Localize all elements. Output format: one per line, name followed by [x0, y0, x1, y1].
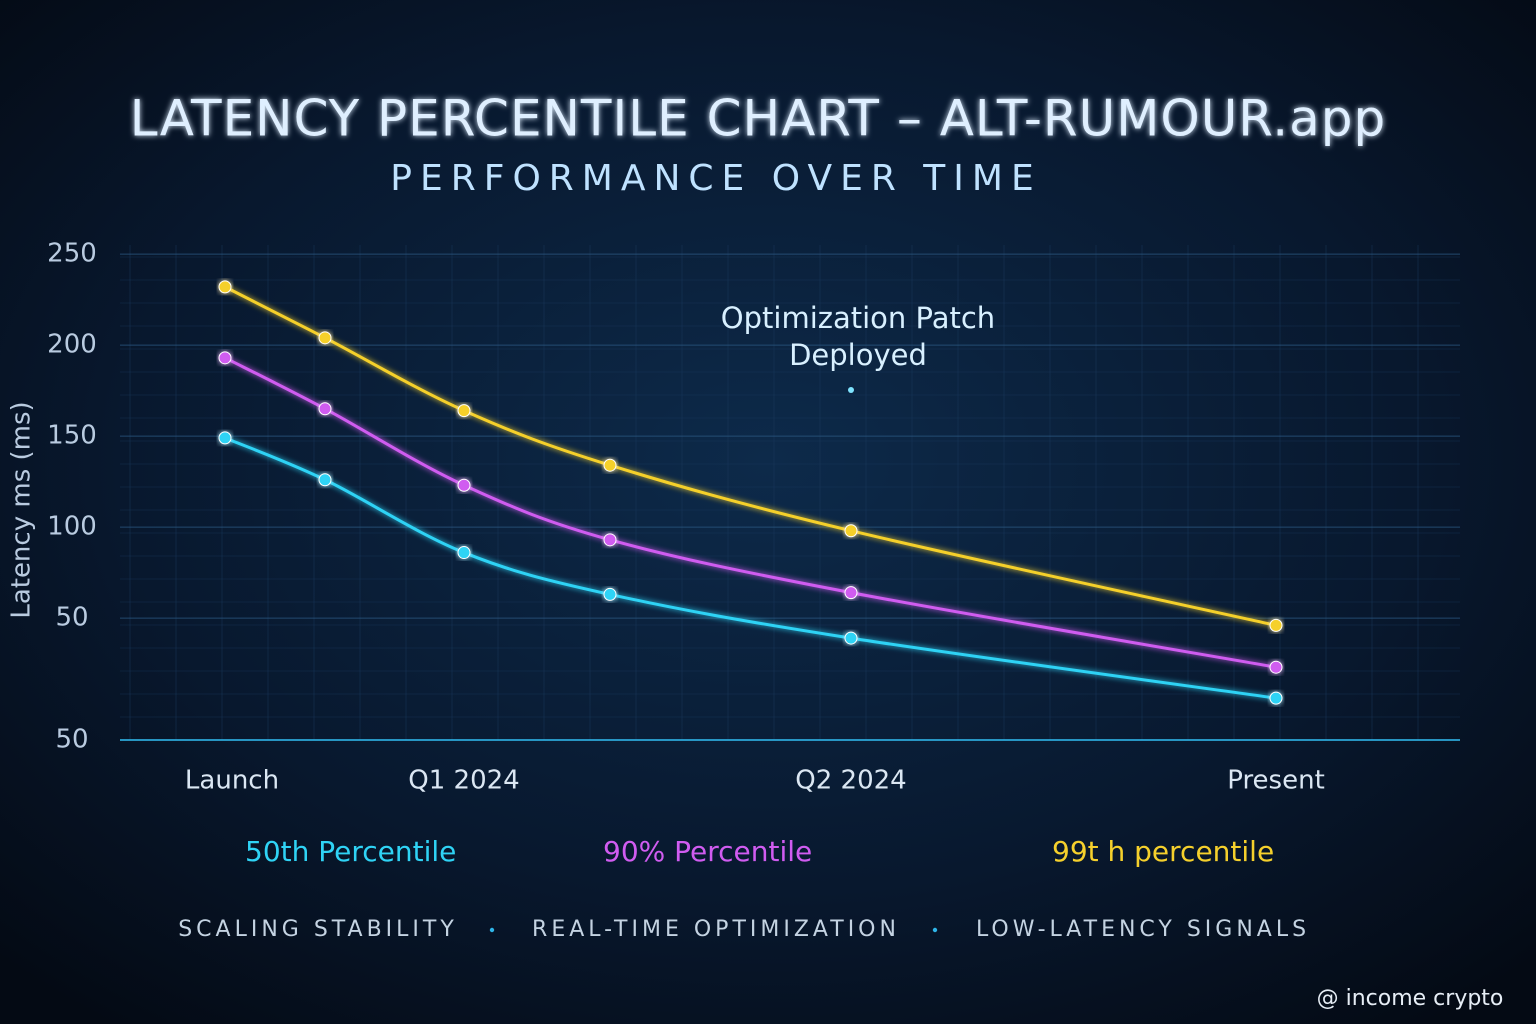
tagline-dot	[489, 927, 495, 933]
y-tick-label: 150	[47, 421, 97, 451]
x-tick-label: Launch	[185, 766, 279, 796]
data-point	[218, 431, 232, 445]
vertical-grid	[120, 245, 1460, 740]
tagline: REAL-TIME OPTIMIZATION	[532, 917, 900, 942]
data-point	[218, 280, 232, 294]
x-tick-label: Present	[1227, 766, 1325, 796]
legend-label: 50th Percentile	[245, 835, 456, 868]
x-tick-label: Q1 2024	[408, 766, 519, 796]
legend-label: 90% Percentile	[603, 835, 812, 868]
data-point	[318, 331, 332, 345]
annotation-dot	[848, 387, 854, 393]
data-point	[603, 458, 617, 472]
y-tick-label: 250	[47, 239, 97, 269]
data-point	[844, 586, 858, 600]
y-axis-label: Latency ms (ms)	[7, 401, 37, 618]
tagline-dot	[932, 927, 938, 933]
data-point	[1269, 691, 1283, 705]
data-point	[318, 473, 332, 487]
data-point	[603, 533, 617, 547]
data-point	[457, 478, 471, 492]
annotation: Deployed	[789, 338, 927, 372]
data-point	[218, 351, 232, 365]
annotation: Optimization Patch	[721, 301, 995, 335]
y-tick-label: 100	[47, 512, 97, 542]
data-point	[844, 631, 858, 645]
y-tick-label: 50	[55, 725, 88, 755]
watermark: @ income crypto	[1317, 986, 1504, 1011]
y-tick-label: 50	[55, 603, 88, 633]
data-point	[457, 404, 471, 418]
data-point	[318, 402, 332, 416]
data-point	[603, 587, 617, 601]
tagline: SCALING STABILITY	[178, 917, 458, 942]
y-tick-label: 200	[47, 330, 97, 360]
legend-label: 99t h percentile	[1052, 835, 1274, 868]
data-point	[1269, 618, 1283, 632]
tagline: LOW-LATENCY SIGNALS	[976, 917, 1310, 942]
x-tick-label: Q2 2024	[795, 766, 906, 796]
data-point	[1269, 660, 1283, 674]
chart-title: LATENCY PERCENTILE CHART – ALT-RUMOUR.ap…	[130, 90, 1387, 148]
data-point	[844, 524, 858, 538]
chart-subtitle: PERFORMANCE OVER TIME	[390, 158, 1041, 199]
data-point	[457, 546, 471, 560]
